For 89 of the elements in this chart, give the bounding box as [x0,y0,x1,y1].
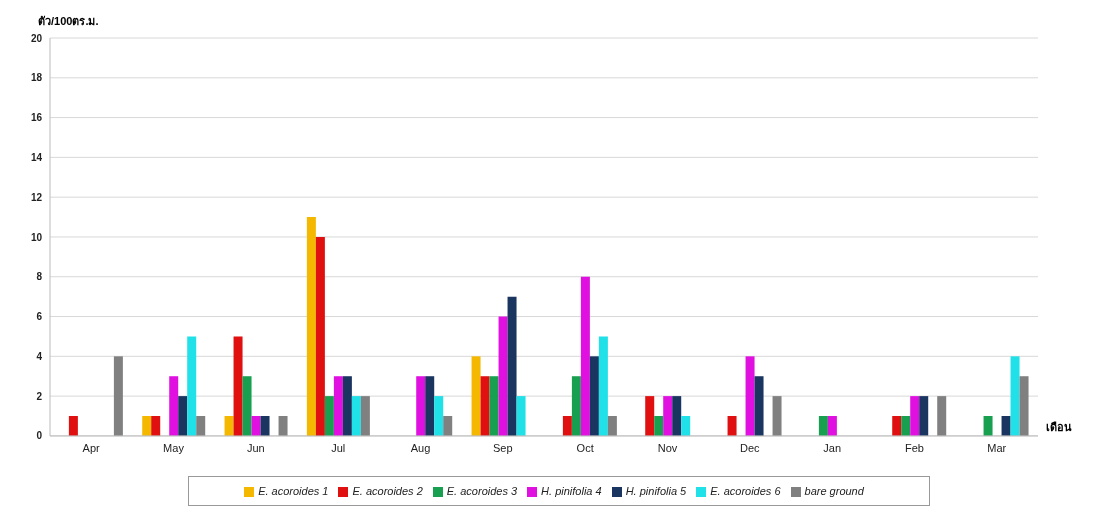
y-axis-title: ตัว/100ตร.ม. [38,14,99,29]
bar [498,316,508,436]
x-tick-label: Aug [410,441,431,454]
y-tick-label: 16 [30,112,43,124]
bar [151,416,161,436]
bar [278,416,288,436]
bar [443,416,453,436]
legend-label: bare ground [804,484,864,497]
x-tick-label: Sep [493,441,513,454]
bar [1019,376,1029,436]
y-tick-label: 12 [30,191,43,203]
y-tick-label: 18 [30,72,43,84]
bar [919,396,929,436]
y-tick-label: 0 [36,430,43,442]
y-tick-label: 8 [36,271,43,283]
bar [68,416,78,436]
y-tick-label: 14 [30,151,43,163]
bar [672,396,682,436]
x-tick-label: Jul [331,441,346,454]
bar [251,416,261,436]
x-axis-title: เดือน [1046,420,1072,435]
bar [416,376,426,436]
bar [562,416,572,436]
bar [937,396,947,436]
bar [507,296,517,436]
bar [306,217,316,436]
y-tick-label: 10 [30,231,43,243]
x-tick-label: Mar [987,441,1007,454]
bar [745,356,755,436]
bar [654,416,664,436]
bar [598,336,608,436]
bar [178,396,188,436]
bar [681,416,691,436]
bar [1010,356,1020,436]
bar [324,396,334,436]
legend-label: H. pinifolia 5 [625,484,687,497]
bar [663,396,673,436]
bar [242,376,252,436]
bar [333,376,343,436]
x-tick-label: Jun [246,441,265,454]
x-tick-label: Dec [740,441,761,454]
bar [342,376,352,436]
bar [169,376,179,436]
bar [471,356,481,436]
x-tick-label: May [163,441,185,454]
y-tick-label: 6 [36,311,43,323]
bar [901,416,911,436]
bar [233,336,243,436]
bar [360,396,370,436]
bar [351,396,361,436]
bar [754,376,764,436]
x-tick-label: Apr [82,441,101,454]
y-tick-label: 2 [36,390,43,402]
x-tick-label: Oct [576,441,594,454]
legend-label: E. acoroides 2 [352,484,423,497]
bar [910,396,920,436]
y-tick-label: 20 [30,32,43,44]
x-tick-label: Nov [657,441,678,454]
x-tick-label: Feb [905,441,924,454]
legend-label: H. pinifolia 4 [541,484,602,497]
legend-label: E. acoroides 3 [446,484,518,497]
bar [589,356,599,436]
bar [571,376,581,436]
bar [196,416,206,436]
bar [142,416,152,436]
bar [645,396,655,436]
bar [516,396,526,436]
bar [315,236,325,436]
bar [818,416,828,436]
bar [187,336,197,436]
bar [580,276,590,436]
bar [983,416,993,436]
bar [113,356,123,436]
bar [827,416,837,436]
bar [224,416,234,436]
bar [489,376,499,436]
bar [1001,416,1011,436]
bar [425,376,435,436]
bar [480,376,490,436]
bar [772,396,782,436]
y-tick-label: 4 [36,350,43,362]
legend-label: E. acoroides 1 [258,484,329,497]
bar [892,416,902,436]
bar [727,416,737,436]
bar [260,416,270,436]
bar [607,416,617,436]
x-tick-label: Jan [823,441,842,454]
bar [434,396,444,436]
legend-label: E. acoroides 6 [710,484,781,497]
